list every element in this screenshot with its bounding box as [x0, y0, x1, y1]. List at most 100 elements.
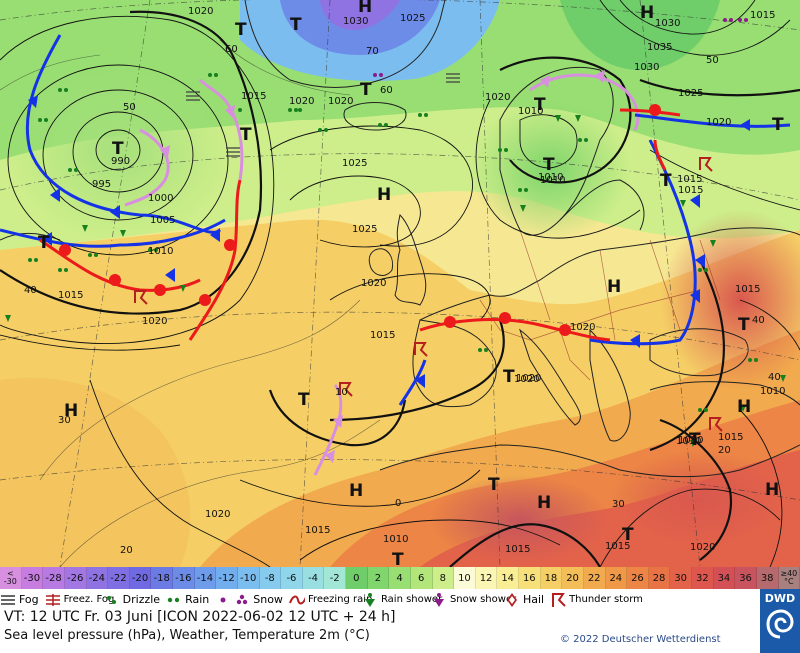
legend-freezing-rain: Freezing rain	[289, 592, 372, 608]
svg-text:1025: 1025	[342, 158, 367, 169]
legend-hail-label: Hail	[522, 593, 545, 606]
scale-cell: 16	[519, 567, 541, 589]
freezing-fog-icon	[45, 592, 61, 608]
svg-text:1020: 1020	[706, 117, 731, 128]
scale-cell: 38	[756, 567, 779, 589]
svg-text:30: 30	[58, 415, 71, 426]
low-label: T	[689, 430, 701, 450]
freezing-rain-icon	[289, 592, 305, 608]
svg-text:1015: 1015	[370, 330, 395, 341]
svg-text:1010: 1010	[518, 106, 543, 117]
temperature-field	[0, 0, 800, 567]
svg-text:1020: 1020	[289, 96, 314, 107]
scale-cell: 26	[627, 567, 649, 589]
low-label: T	[235, 20, 247, 40]
legend-snow: Snow	[215, 592, 283, 608]
svg-text:1020: 1020	[142, 316, 167, 327]
svg-text:1025: 1025	[400, 13, 425, 24]
svg-text:1020: 1020	[690, 542, 715, 553]
occlusion-north	[529, 73, 640, 131]
low-value: 1015	[677, 174, 702, 185]
svg-text:60: 60	[225, 44, 238, 55]
scale-cell: 34	[713, 567, 736, 589]
scale-cell: -8	[259, 567, 282, 589]
svg-text:50: 50	[123, 102, 136, 113]
legend-rain: Rain	[166, 592, 209, 608]
low-value: 1020	[514, 374, 539, 385]
svg-text:1015: 1015	[505, 544, 530, 555]
scale-cell: 14	[497, 567, 519, 589]
scale-cell: 2	[367, 567, 390, 589]
snow-shower-icon	[431, 592, 447, 608]
chart-description: Sea level pressure (hPa), Weather, Tempe…	[4, 628, 370, 643]
legend-hail: Hail	[504, 592, 544, 608]
high-label: H	[765, 480, 779, 500]
temperature-labels: 50 40 60 70 60 50 30 40 20 30 20 0 10 40	[24, 44, 781, 556]
scale-cell: 18	[540, 567, 563, 589]
scale-cell: ≥40 °C	[778, 567, 800, 589]
legend-rain-label: Rain	[185, 593, 210, 606]
svg-text:10: 10	[335, 387, 348, 398]
logo-text: DWD	[764, 592, 796, 605]
svg-text:40: 40	[24, 285, 37, 296]
legend-drizzle-label: Drizzle	[122, 593, 161, 606]
svg-text:1010: 1010	[148, 246, 173, 257]
low-label: T	[534, 95, 546, 115]
scale-cell: -24	[86, 567, 109, 589]
low-value: 1010	[678, 435, 703, 446]
svg-text:1010: 1010	[540, 175, 565, 186]
low-label: T	[772, 115, 784, 135]
low-label: T	[112, 139, 124, 159]
scale-cell: 30	[670, 567, 692, 589]
spiral-icon	[766, 609, 794, 639]
low-label: T	[392, 550, 404, 567]
svg-text:40: 40	[752, 315, 765, 326]
low-value: 1010	[538, 172, 563, 183]
scale-cell: 4	[389, 567, 411, 589]
occlusion-west	[124, 128, 170, 207]
svg-text:1020: 1020	[328, 96, 353, 107]
snow-heavy-icon	[234, 592, 250, 608]
legend-thunderstorm-label: Thunder storm	[569, 594, 643, 605]
svg-text:70: 70	[366, 46, 379, 57]
svg-text:20: 20	[120, 545, 133, 556]
low-label: T	[660, 171, 672, 191]
high-value: 1030	[343, 16, 368, 27]
low-label: T	[543, 155, 555, 175]
scale-cell: 10	[454, 567, 476, 589]
occlusion-iberia	[313, 383, 343, 476]
svg-text:1020: 1020	[361, 278, 386, 289]
scale-cell: 24	[605, 567, 628, 589]
pressure-systems: T 990 H 1030 H 1035 H T 1010 T 1015 H T …	[38, 0, 784, 567]
coastlines	[0, 0, 800, 478]
scale-cell: -22	[108, 567, 130, 589]
high-label: H	[607, 277, 621, 297]
temperature-scale: < -30 -30 -28 -26 -24 -22 -20 -18 -16 -14 -12 -10 -8…	[0, 567, 800, 589]
map-svg: T 990 H 1030 H 1035 H T 1010 T 1015 H T …	[0, 0, 800, 567]
svg-text:1015: 1015	[305, 525, 330, 536]
legend-freezing-fog-label: Freez. Fog	[63, 594, 115, 605]
svg-text:1010: 1010	[760, 386, 785, 397]
svg-text:30: 30	[612, 499, 625, 510]
low-value: 990	[111, 156, 130, 167]
svg-text:40: 40	[768, 372, 781, 383]
svg-text:1015: 1015	[750, 10, 775, 21]
scale-cell: -14	[194, 567, 217, 589]
scale-cell: 36	[735, 567, 757, 589]
rain-icon	[166, 592, 182, 608]
svg-text:1000: 1000	[148, 193, 173, 204]
valid-time: VT: 12 UTC Fr. 03 Juni [ICON 2022-06-02 …	[4, 609, 396, 625]
svg-text:60: 60	[380, 85, 393, 96]
isobars	[0, 0, 800, 567]
svg-text:1010: 1010	[676, 436, 701, 447]
snow-icon	[215, 592, 231, 608]
scale-cell: 6	[410, 567, 433, 589]
svg-text:1020: 1020	[516, 373, 541, 384]
high-label: H	[377, 185, 391, 205]
high-label: H	[737, 397, 751, 417]
thunderstorm-icon	[550, 592, 566, 608]
forecast-map: T 990 H 1030 H 1035 H T 1010 T 1015 H T …	[0, 0, 800, 567]
svg-text:1015: 1015	[241, 91, 266, 102]
scale-cell: 32	[692, 567, 714, 589]
low-label: T	[290, 15, 302, 35]
